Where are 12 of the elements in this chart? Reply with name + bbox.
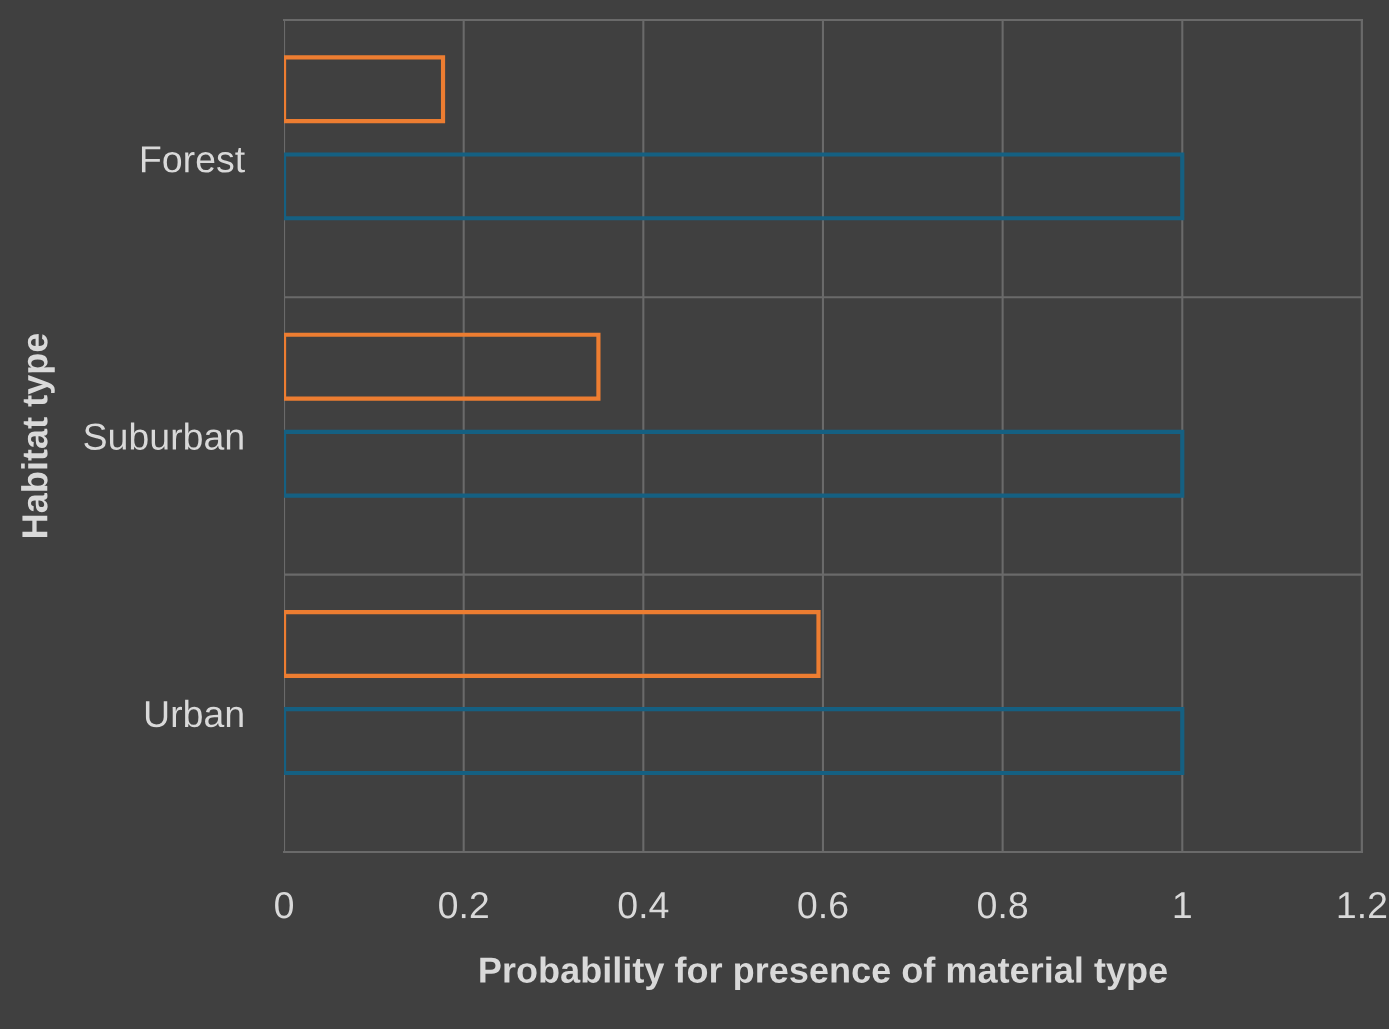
x-axis-title: Probability for presence of material type bbox=[480, 956, 1167, 991]
x-tick-label: 1.2 bbox=[1338, 891, 1387, 919]
y-tick-label: Urban bbox=[145, 699, 243, 728]
x-tick-label: 1 bbox=[1174, 892, 1191, 919]
x-tick-label: 0.8 bbox=[978, 891, 1028, 919]
x-tick-label: 0.6 bbox=[798, 891, 848, 919]
y-tick-label: Suburban bbox=[84, 422, 243, 450]
x-tick-label: 0.2 bbox=[439, 891, 488, 919]
x-tick-label: 0 bbox=[275, 891, 294, 919]
y-tick-label: Forest bbox=[141, 146, 245, 173]
x-tick-label: 0.4 bbox=[618, 891, 669, 919]
y-axis-title: Habitat type bbox=[21, 333, 55, 537]
